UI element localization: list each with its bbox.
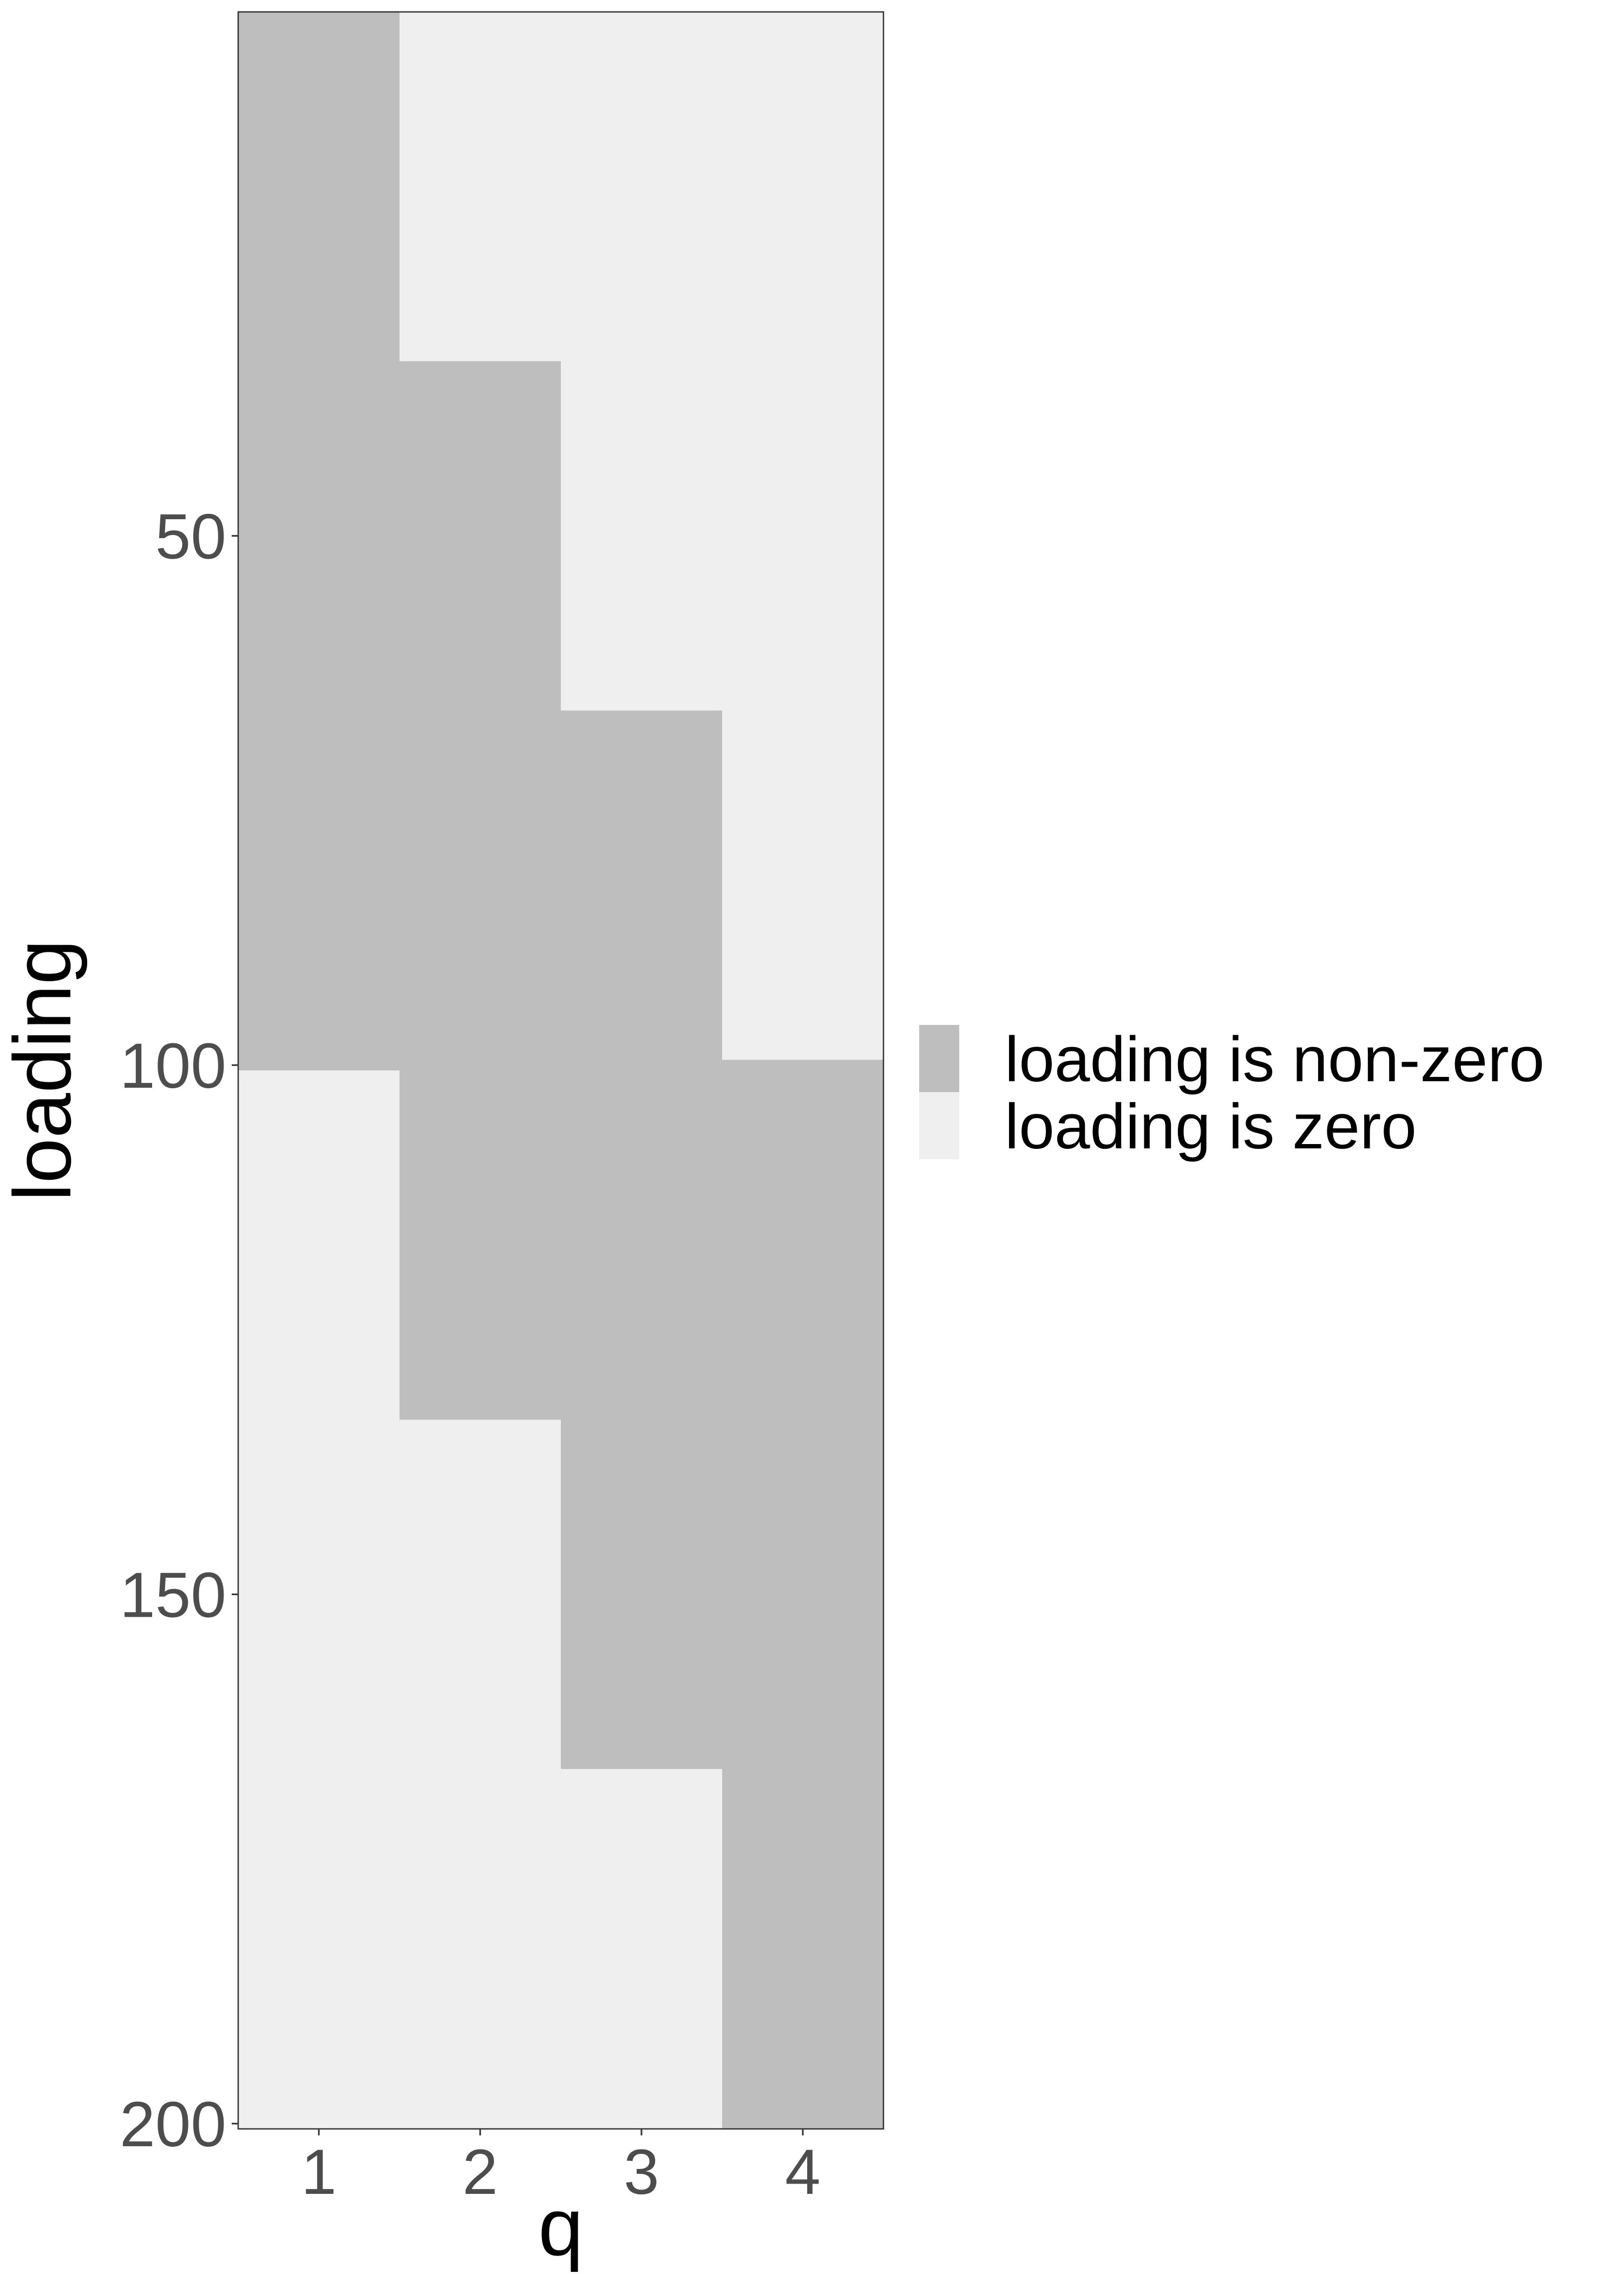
x-tick-label-1: 1 (301, 2136, 337, 2208)
x-tick-label-4: 4 (785, 2136, 821, 2208)
tile-nonzero-q1 (238, 12, 400, 1070)
tile-nonzero-q2 (400, 361, 561, 1420)
x-tick-label-3: 3 (624, 2136, 659, 2208)
legend-key-nonzero (919, 1025, 959, 1092)
panel-border (237, 11, 885, 2130)
heatmap-tiles (238, 12, 883, 2129)
tile-nonzero-q4 (722, 1060, 883, 2129)
y-tick-label-150: 150 (120, 1560, 226, 1631)
y-tick-label-200: 200 (120, 2089, 226, 2160)
y-tick-label-50: 50 (155, 501, 226, 573)
legend-label-nonzero: loading is non-zero (1005, 1024, 1544, 1095)
x-axis-title: q (538, 2181, 583, 2272)
x-axis: 1 2 3 4 (301, 2129, 821, 2208)
x-tick-label-2: 2 (462, 2136, 498, 2208)
legend-key-zero (919, 1092, 959, 1159)
y-axis: 50 100 150 200 (120, 501, 238, 2160)
legend-label-zero: loading is zero (1005, 1091, 1417, 1162)
y-tick-label-100: 100 (120, 1030, 226, 1102)
tile-nonzero-q3 (561, 710, 722, 1769)
y-axis-title: loading (0, 939, 88, 1201)
